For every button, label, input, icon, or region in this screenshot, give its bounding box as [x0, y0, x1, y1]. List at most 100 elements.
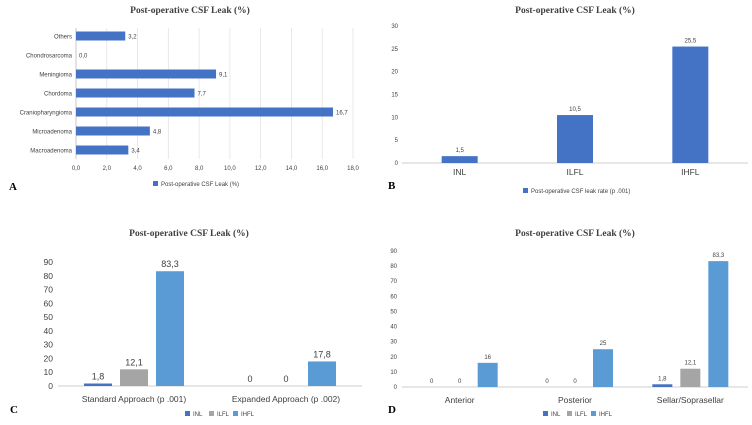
data-label-ilfl-standard-approach-p-001: 12,1 [125, 357, 143, 367]
category-label-microadenoma: Microadenoma [32, 130, 72, 136]
data-label-microadenoma: 4,8 [153, 130, 162, 136]
data-label-ilfl-sellar-soprasellar: 12,1 [684, 361, 696, 367]
legend-label-ilfl: ILFL [575, 412, 588, 418]
panel-letter-b: B [388, 180, 396, 192]
data-label-ihfl-anterior: 16 [484, 355, 491, 361]
category-label-craniopharyngioma: Craniopharyngioma [20, 111, 73, 117]
bar-ihfl-expanded-approach-p-002 [308, 361, 336, 386]
y-tick-label: 40 [390, 325, 397, 331]
data-label-ilfl-expanded-approach-p-002: 0 [283, 374, 288, 384]
y-tick-label: 10 [391, 115, 398, 121]
category-label-inl: INL [453, 167, 467, 177]
bar-inl [441, 156, 478, 163]
data-label-ilfl-anterior: 0 [458, 379, 462, 385]
y-tick-label: 0 [395, 161, 399, 167]
bar-ilfl-sellar-soprasellar [680, 368, 701, 387]
category-label-chondrosarcoma: Chondrosarcoma [26, 54, 73, 60]
data-label-ihfl-standard-approach-p-001: 83,3 [161, 259, 179, 269]
x-tick-label: 16,0 [316, 166, 328, 172]
bar-ihfl-standard-approach-p-001 [156, 271, 184, 386]
data-label-inl-anterior: 0 [430, 379, 434, 385]
x-tick-label: 4,0 [133, 166, 142, 172]
category-label-others: Others [54, 35, 72, 41]
data-label-ihfl: 25,5 [684, 39, 696, 45]
data-label-ihfl-posterior: 25 [600, 341, 607, 347]
x-tick-label: 8,0 [195, 166, 204, 172]
x-tick-label: 2,0 [103, 166, 112, 172]
data-label-inl-expanded-approach-p-002: 0 [247, 374, 252, 384]
bar-craniopharyngioma [76, 107, 333, 117]
y-tick-label: 10 [44, 367, 54, 377]
legend-swatch-ihfl [233, 411, 238, 416]
category-label-chordoma: Chordoma [44, 92, 73, 98]
y-tick-label: 20 [391, 70, 398, 76]
y-tick-label: 70 [44, 285, 54, 295]
y-tick-label: 20 [390, 355, 397, 361]
y-tick-label: 50 [44, 312, 54, 322]
legend-swatch-post-operative-csf-leak-rate-p-001 [523, 188, 528, 193]
category-label-posterior: Posterior [558, 395, 592, 405]
legend-label-post-operative-csf-leak-rate-p-001: Post-operative CSF leak rate (p .001) [531, 189, 630, 195]
chart-title-d: Post-operative CSF Leak (%) [515, 228, 635, 239]
data-label-inl: 1,5 [455, 148, 464, 154]
y-tick-label: 20 [44, 353, 54, 363]
data-label-ilfl: 10,5 [569, 107, 581, 113]
y-tick-label: 30 [390, 340, 397, 346]
x-tick-label: 6,0 [164, 166, 173, 172]
bar-others [76, 31, 126, 41]
data-label-chordoma: 7,7 [197, 92, 206, 98]
y-tick-label: 10 [390, 370, 397, 376]
legend-swatch-ilfl [209, 411, 214, 416]
data-label-meningioma: 9,1 [219, 73, 228, 79]
x-tick-label: 12,0 [255, 166, 267, 172]
data-label-inl-posterior: 0 [545, 379, 549, 385]
bar-ihfl-anterior [477, 362, 498, 387]
y-tick-label: 0 [394, 385, 398, 391]
chart-title-b: Post-operative CSF Leak (%) [515, 5, 635, 16]
category-label-meningioma: Meningioma [39, 73, 72, 79]
y-tick-label: 40 [44, 326, 54, 336]
legend-label-ilfl: ILFL [217, 412, 230, 418]
y-tick-label: 30 [391, 24, 398, 30]
category-label-ihfl: IHFL [681, 167, 700, 177]
data-label-others: 3,2 [128, 35, 137, 41]
data-label-ihfl-expanded-approach-p-002: 17,8 [313, 349, 331, 359]
bar-meningioma [76, 69, 217, 79]
y-tick-label: 0 [48, 381, 53, 391]
x-tick-label: 14,0 [286, 166, 298, 172]
legend-label-inl: INL [193, 412, 203, 418]
y-tick-label: 90 [390, 249, 397, 255]
y-tick-label: 70 [390, 279, 397, 285]
data-label-chondrosarcoma: 0,0 [79, 54, 88, 60]
x-tick-label: 0,0 [72, 166, 81, 172]
category-label-sellar-soprasellar: Sellar/Soprasellar [657, 395, 724, 405]
bar-chordoma [76, 88, 195, 98]
data-label-inl-sellar-soprasellar: 1,8 [658, 376, 667, 382]
bar-ilfl-standard-approach-p-001 [120, 369, 148, 386]
legend-swatch-inl [185, 411, 190, 416]
bar-inl-standard-approach-p-001 [84, 383, 112, 386]
data-label-ihfl-sellar-soprasellar: 83,3 [712, 253, 724, 259]
data-label-ilfl-posterior: 0 [573, 379, 577, 385]
y-tick-label: 5 [395, 138, 399, 144]
x-tick-label: 10,0 [224, 166, 236, 172]
bar-inl-sellar-soprasellar [652, 384, 673, 387]
category-label-macroadenoma: Macroadenoma [30, 149, 72, 155]
legend-label-ihfl: IHFL [241, 412, 255, 418]
bar-macroadenoma [76, 145, 129, 155]
legend-swatch-ihfl [591, 411, 596, 416]
y-tick-label: 25 [391, 47, 398, 53]
legend-label-ihfl: IHFL [599, 412, 613, 418]
y-tick-label: 60 [390, 294, 397, 300]
legend-swatch-ilfl [567, 411, 572, 416]
legend-swatch-post-operative-csf-leak [153, 181, 158, 186]
bar-ihfl-sellar-soprasellar [708, 261, 729, 387]
y-tick-label: 15 [391, 93, 398, 99]
category-label-anterior: Anterior [445, 395, 475, 405]
x-tick-label: 18,0 [347, 166, 359, 172]
y-tick-label: 30 [44, 340, 54, 350]
data-label-macroadenoma: 3,4 [131, 149, 140, 155]
y-tick-label: 90 [44, 257, 54, 267]
bar-ihfl-posterior [593, 349, 613, 387]
